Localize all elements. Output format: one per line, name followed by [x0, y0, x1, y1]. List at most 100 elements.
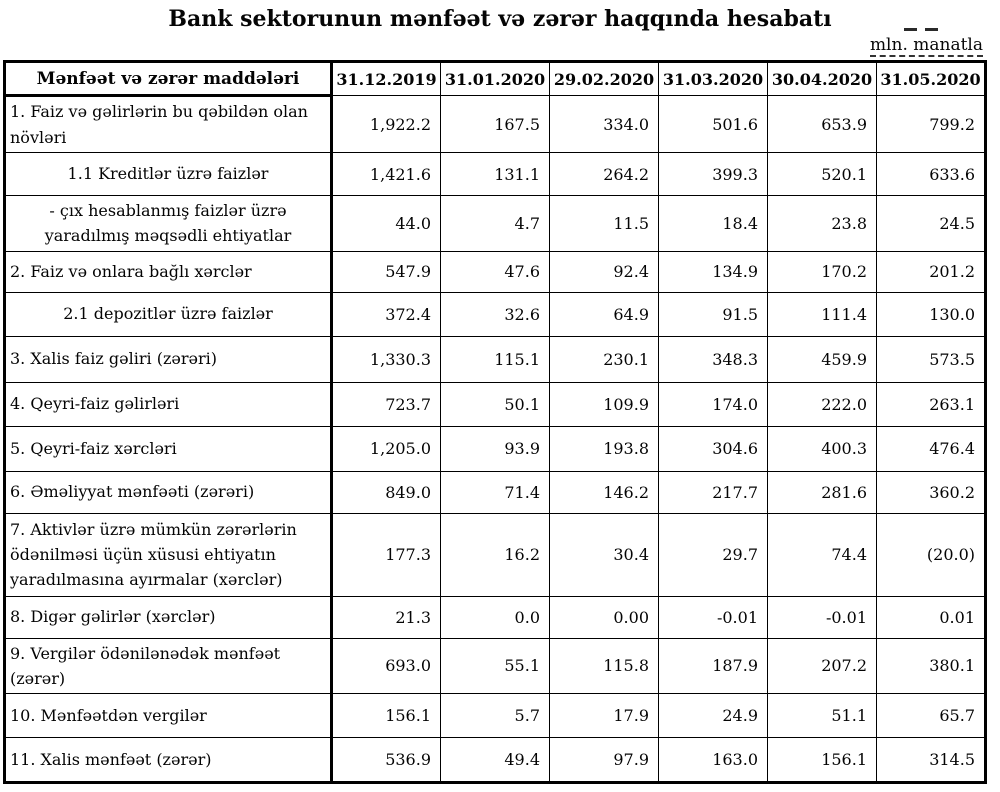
header-date-2: 31.01.2020 [440, 61, 550, 96]
table-row: 7. Aktivlər üzrə mümkün zərərlərin ödəni… [4, 512, 986, 597]
value-cell: 32.6 [440, 291, 550, 337]
value-cell: 50.1 [440, 381, 550, 427]
value-cell: 476.4 [876, 425, 986, 472]
value-cell: 399.3 [658, 152, 768, 196]
value-cell: 156.1 [331, 693, 441, 739]
value-cell: 281.6 [767, 470, 877, 514]
table-row: 2. Faiz və onlara bağlı xərclər 547.9 47.6… [4, 250, 986, 293]
table-row: 8. Digər gəlirlər (xərclər) 21.3 0.0 0.00 -0… [4, 595, 986, 639]
value-cell: 11.5 [549, 195, 659, 252]
value-cell: 134.9 [658, 250, 768, 293]
value-cell: 24.5 [876, 195, 986, 252]
value-cell: 187.9 [658, 637, 768, 695]
value-cell: 380.1 [876, 637, 986, 695]
value-cell: 24.9 [658, 693, 768, 739]
value-cell: 64.9 [549, 291, 659, 337]
value-cell: 459.9 [767, 335, 877, 383]
value-cell: 65.7 [876, 693, 986, 739]
header-date-6: 31.05.2020 [876, 61, 986, 96]
value-cell: 146.2 [549, 470, 659, 514]
value-cell: 501.6 [658, 95, 768, 153]
row-label: - çıx hesablanmış faizlər üzrə yaradılmı… [4, 195, 333, 252]
row-label: 10. Mənfəətdən vergilər [4, 693, 333, 739]
value-cell: 109.9 [549, 381, 659, 427]
value-cell: 849.0 [331, 470, 441, 514]
value-cell: 304.6 [658, 425, 768, 472]
unit-label-row: mln. manatla [0, 28, 984, 57]
value-cell: 177.3 [331, 512, 441, 597]
value-cell: 0.00 [549, 595, 659, 639]
header-date-1: 31.12.2019 [331, 61, 441, 96]
value-cell: 222.0 [767, 381, 877, 427]
value-cell: 536.9 [331, 737, 441, 784]
value-cell: 16.2 [440, 512, 550, 597]
table-row: 1. Faiz və gəlirlərin bu qəbildən olan n… [4, 95, 986, 153]
profit-loss-table: Mənfəət və zərər maddələri 31.12.2019 31… [3, 60, 987, 785]
value-cell: 4.7 [440, 195, 550, 252]
value-cell: 193.8 [549, 425, 659, 472]
value-cell: 29.7 [658, 512, 768, 597]
value-cell: 163.0 [658, 737, 768, 784]
table-row: 1.1 Kreditlər üzrə faizlər 1,421.6 131.1 26… [4, 152, 986, 196]
value-cell: 51.1 [767, 693, 877, 739]
row-label: 6. Əməliyyat mənfəəti (zərəri) [4, 470, 333, 514]
value-cell: 97.9 [549, 737, 659, 784]
table-row: 9. Vergilər ödənilənədək mənfəət (zərər)… [4, 637, 986, 695]
value-cell: 93.9 [440, 425, 550, 472]
table-row: 11. Xalis mənfəət (zərər) 536.9 49.4 97.9 16… [4, 737, 986, 784]
unit-label: mln. manatla [869, 35, 983, 57]
header-items-column: Mənfəət və zərər maddələri [4, 61, 333, 97]
value-cell: 799.2 [876, 95, 986, 153]
row-label: 11. Xalis mənfəət (zərər) [4, 737, 333, 784]
header-row: Mənfəət və zərər maddələri 31.12.2019 31… [4, 61, 986, 97]
value-cell: 207.2 [767, 637, 877, 695]
header-date-4: 31.03.2020 [658, 61, 768, 96]
row-label: 1.1 Kreditlər üzrə faizlər [4, 152, 333, 196]
value-cell: -0.01 [658, 595, 768, 639]
value-cell: 174.0 [658, 381, 768, 427]
value-cell: 30.4 [549, 512, 659, 597]
overbar-dash-icon [904, 28, 917, 31]
value-cell: 21.3 [331, 595, 441, 639]
header-date-3: 29.02.2020 [549, 61, 659, 96]
value-cell: 71.4 [440, 470, 550, 514]
row-label: 7. Aktivlər üzrə mümkün zərərlərin ödəni… [4, 512, 333, 597]
row-label: 4. Qeyri-faiz gəlirləri [4, 381, 333, 427]
value-cell: 400.3 [767, 425, 877, 472]
row-label: 8. Digər gəlirlər (xərclər) [4, 595, 333, 639]
value-cell: 47.6 [440, 250, 550, 293]
value-cell: 201.2 [876, 250, 986, 293]
value-cell: 653.9 [767, 95, 877, 153]
value-cell: 264.2 [549, 152, 659, 196]
value-cell: 1,421.6 [331, 152, 441, 196]
value-cell: 18.4 [658, 195, 768, 252]
page-title: Bank sektorunun mənfəət və zərər haqqınd… [168, 6, 832, 32]
value-cell: 17.9 [549, 693, 659, 739]
value-cell: 74.4 [767, 512, 877, 597]
value-cell: 167.5 [440, 95, 550, 153]
row-label: 5. Qeyri-faiz xərcləri [4, 425, 333, 472]
table-row: 6. Əməliyyat mənfəəti (zərəri) 849.0 71.4 1… [4, 470, 986, 514]
value-cell: 111.4 [767, 291, 877, 337]
value-cell: 360.2 [876, 470, 986, 514]
value-cell: 1,205.0 [331, 425, 441, 472]
table-row: 4. Qeyri-faiz gəlirləri 723.7 50.1 109.9 174… [4, 381, 986, 427]
value-cell: 723.7 [331, 381, 441, 427]
value-cell: 156.1 [767, 737, 877, 784]
overbar-dash-icon [925, 28, 938, 31]
value-cell: 693.0 [331, 637, 441, 695]
value-cell: 217.7 [658, 470, 768, 514]
table-row: 2.1 depozitlər üzrə faizlər 372.4 32.6 64.9… [4, 291, 986, 337]
value-cell: 348.3 [658, 335, 768, 383]
row-label: 2. Faiz və onlara bağlı xərclər [4, 250, 333, 293]
value-cell: 1,330.3 [331, 335, 441, 383]
value-cell: 230.1 [549, 335, 659, 383]
value-cell: -0.01 [767, 595, 877, 639]
row-label: 3. Xalis faiz gəliri (zərəri) [4, 335, 333, 383]
table-row: 5. Qeyri-faiz xərcləri 1,205.0 93.9 193.8 30… [4, 425, 986, 472]
value-cell: 520.1 [767, 152, 877, 196]
value-cell: 91.5 [658, 291, 768, 337]
value-cell: 44.0 [331, 195, 441, 252]
value-cell: 5.7 [440, 693, 550, 739]
